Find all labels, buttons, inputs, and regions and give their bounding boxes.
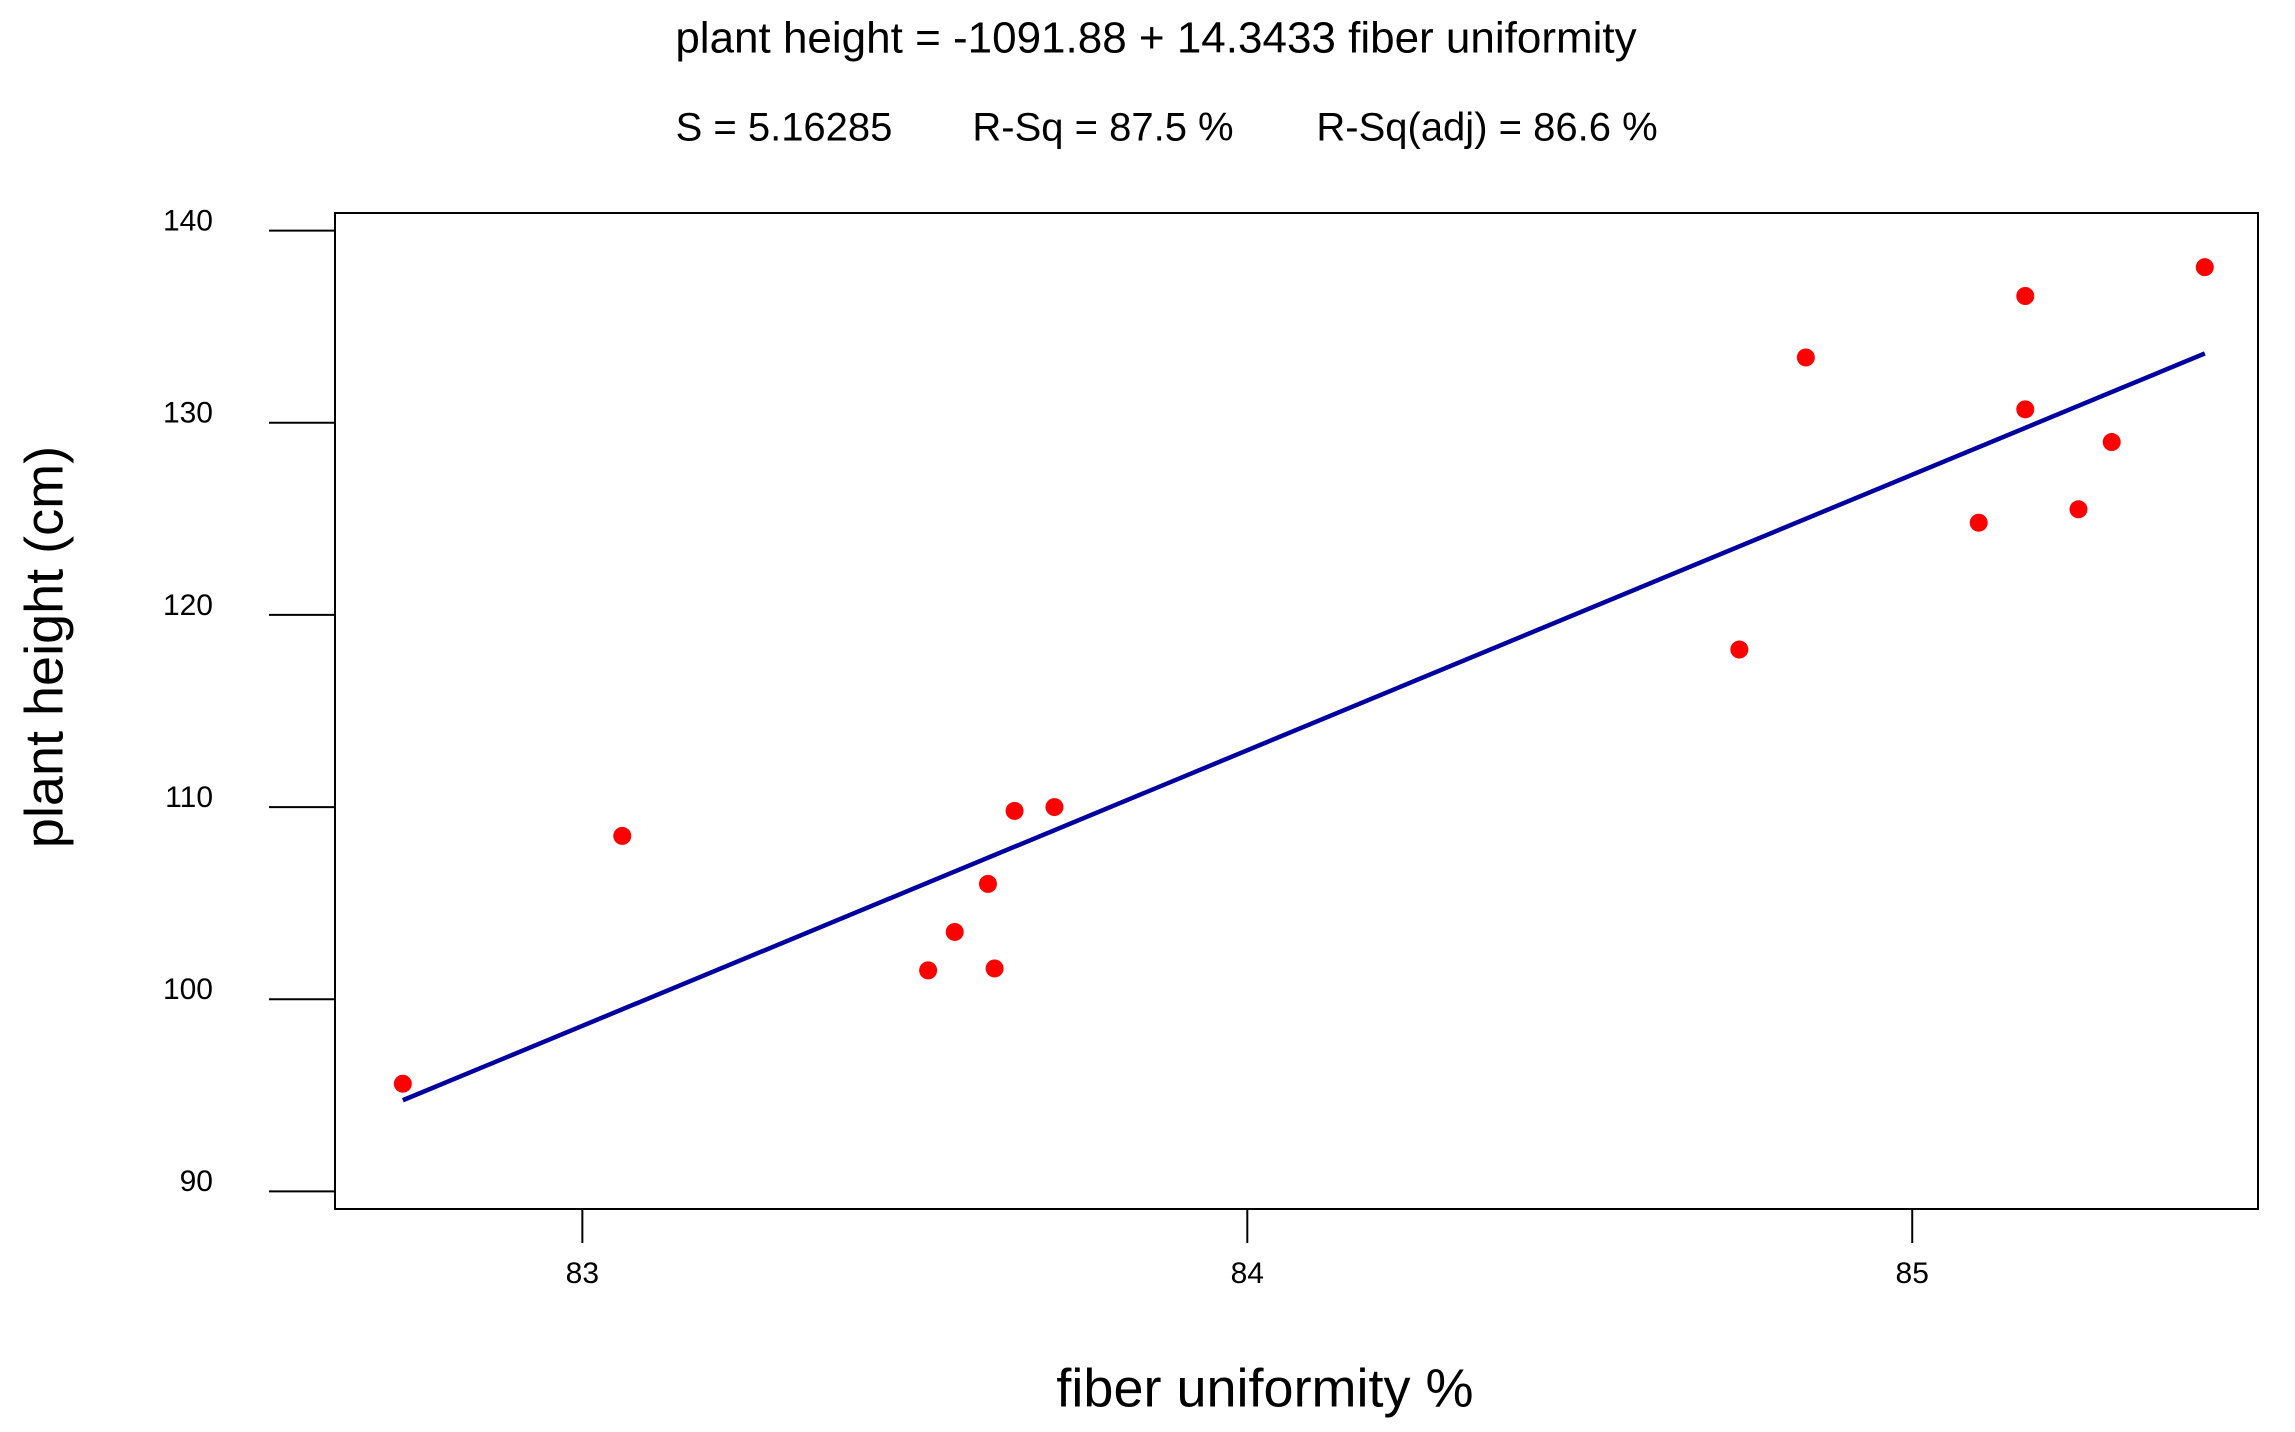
data-point [393, 1074, 412, 1093]
y-tick-label: 130 [163, 397, 213, 430]
data-point [978, 874, 997, 893]
x-tick-label: 85 [1896, 1257, 1929, 1290]
data-point [1730, 640, 1749, 659]
plot-frame [334, 212, 2259, 1210]
data-point [1796, 348, 1815, 367]
data-point [2102, 433, 2121, 452]
y-tick-label: 90 [180, 1165, 213, 1198]
y-axis-label: plant height (cm) [14, 446, 74, 848]
x-tick-label: 84 [1231, 1257, 1264, 1290]
y-tick-label: 120 [163, 589, 213, 622]
data-point [919, 961, 938, 980]
data-point [2195, 258, 2214, 277]
data-point [1005, 801, 1024, 820]
x-tick-label: 83 [566, 1257, 599, 1290]
chart-subtitle: R-Sq = 87.5 % [972, 106, 1233, 150]
y-tick-label: 140 [163, 205, 213, 238]
y-tick-label: 100 [163, 973, 213, 1006]
data-point [613, 826, 632, 845]
chart-title: plant height = -1091.88 + 14.3433 fiber … [675, 14, 1636, 63]
data-point [2016, 287, 2035, 305]
data-point [2069, 500, 2088, 519]
data-point [985, 959, 1004, 978]
data-point [2016, 400, 2035, 419]
data-point [1969, 513, 1988, 532]
chart-subtitle: S = 5.16285 [676, 106, 893, 150]
y-tick-label: 110 [165, 781, 213, 814]
chart-subtitle: R-Sq(adj) = 86.6 % [1316, 106, 1657, 150]
x-axis-label: fiber uniformity % [1056, 1358, 1473, 1418]
data-point [1045, 798, 1064, 817]
data-point [945, 922, 964, 941]
fit-line [401, 351, 2206, 1103]
